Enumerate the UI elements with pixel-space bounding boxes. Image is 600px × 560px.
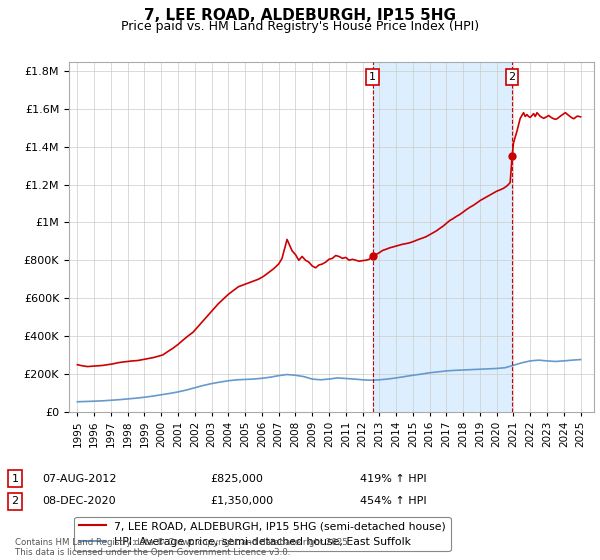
Text: 7, LEE ROAD, ALDEBURGH, IP15 5HG: 7, LEE ROAD, ALDEBURGH, IP15 5HG [144,8,456,24]
Text: Price paid vs. HM Land Registry's House Price Index (HPI): Price paid vs. HM Land Registry's House … [121,20,479,33]
Text: 1: 1 [369,72,376,82]
Text: Contains HM Land Registry data © Crown copyright and database right 2025.
This d: Contains HM Land Registry data © Crown c… [15,538,350,557]
Text: 2: 2 [509,72,516,82]
Bar [373,62,512,412]
Text: 419% ↑ HPI: 419% ↑ HPI [360,474,427,484]
Text: 1: 1 [11,474,19,484]
Text: 07-AUG-2012: 07-AUG-2012 [42,474,116,484]
Legend: 7, LEE ROAD, ALDEBURGH, IP15 5HG (semi-detached house), HPI: Average price, semi: 7, LEE ROAD, ALDEBURGH, IP15 5HG (semi-d… [74,517,451,551]
Text: 454% ↑ HPI: 454% ↑ HPI [360,496,427,506]
Text: 08-DEC-2020: 08-DEC-2020 [42,496,116,506]
Text: £825,000: £825,000 [210,474,263,484]
Text: 2: 2 [11,496,19,506]
Text: £1,350,000: £1,350,000 [210,496,273,506]
